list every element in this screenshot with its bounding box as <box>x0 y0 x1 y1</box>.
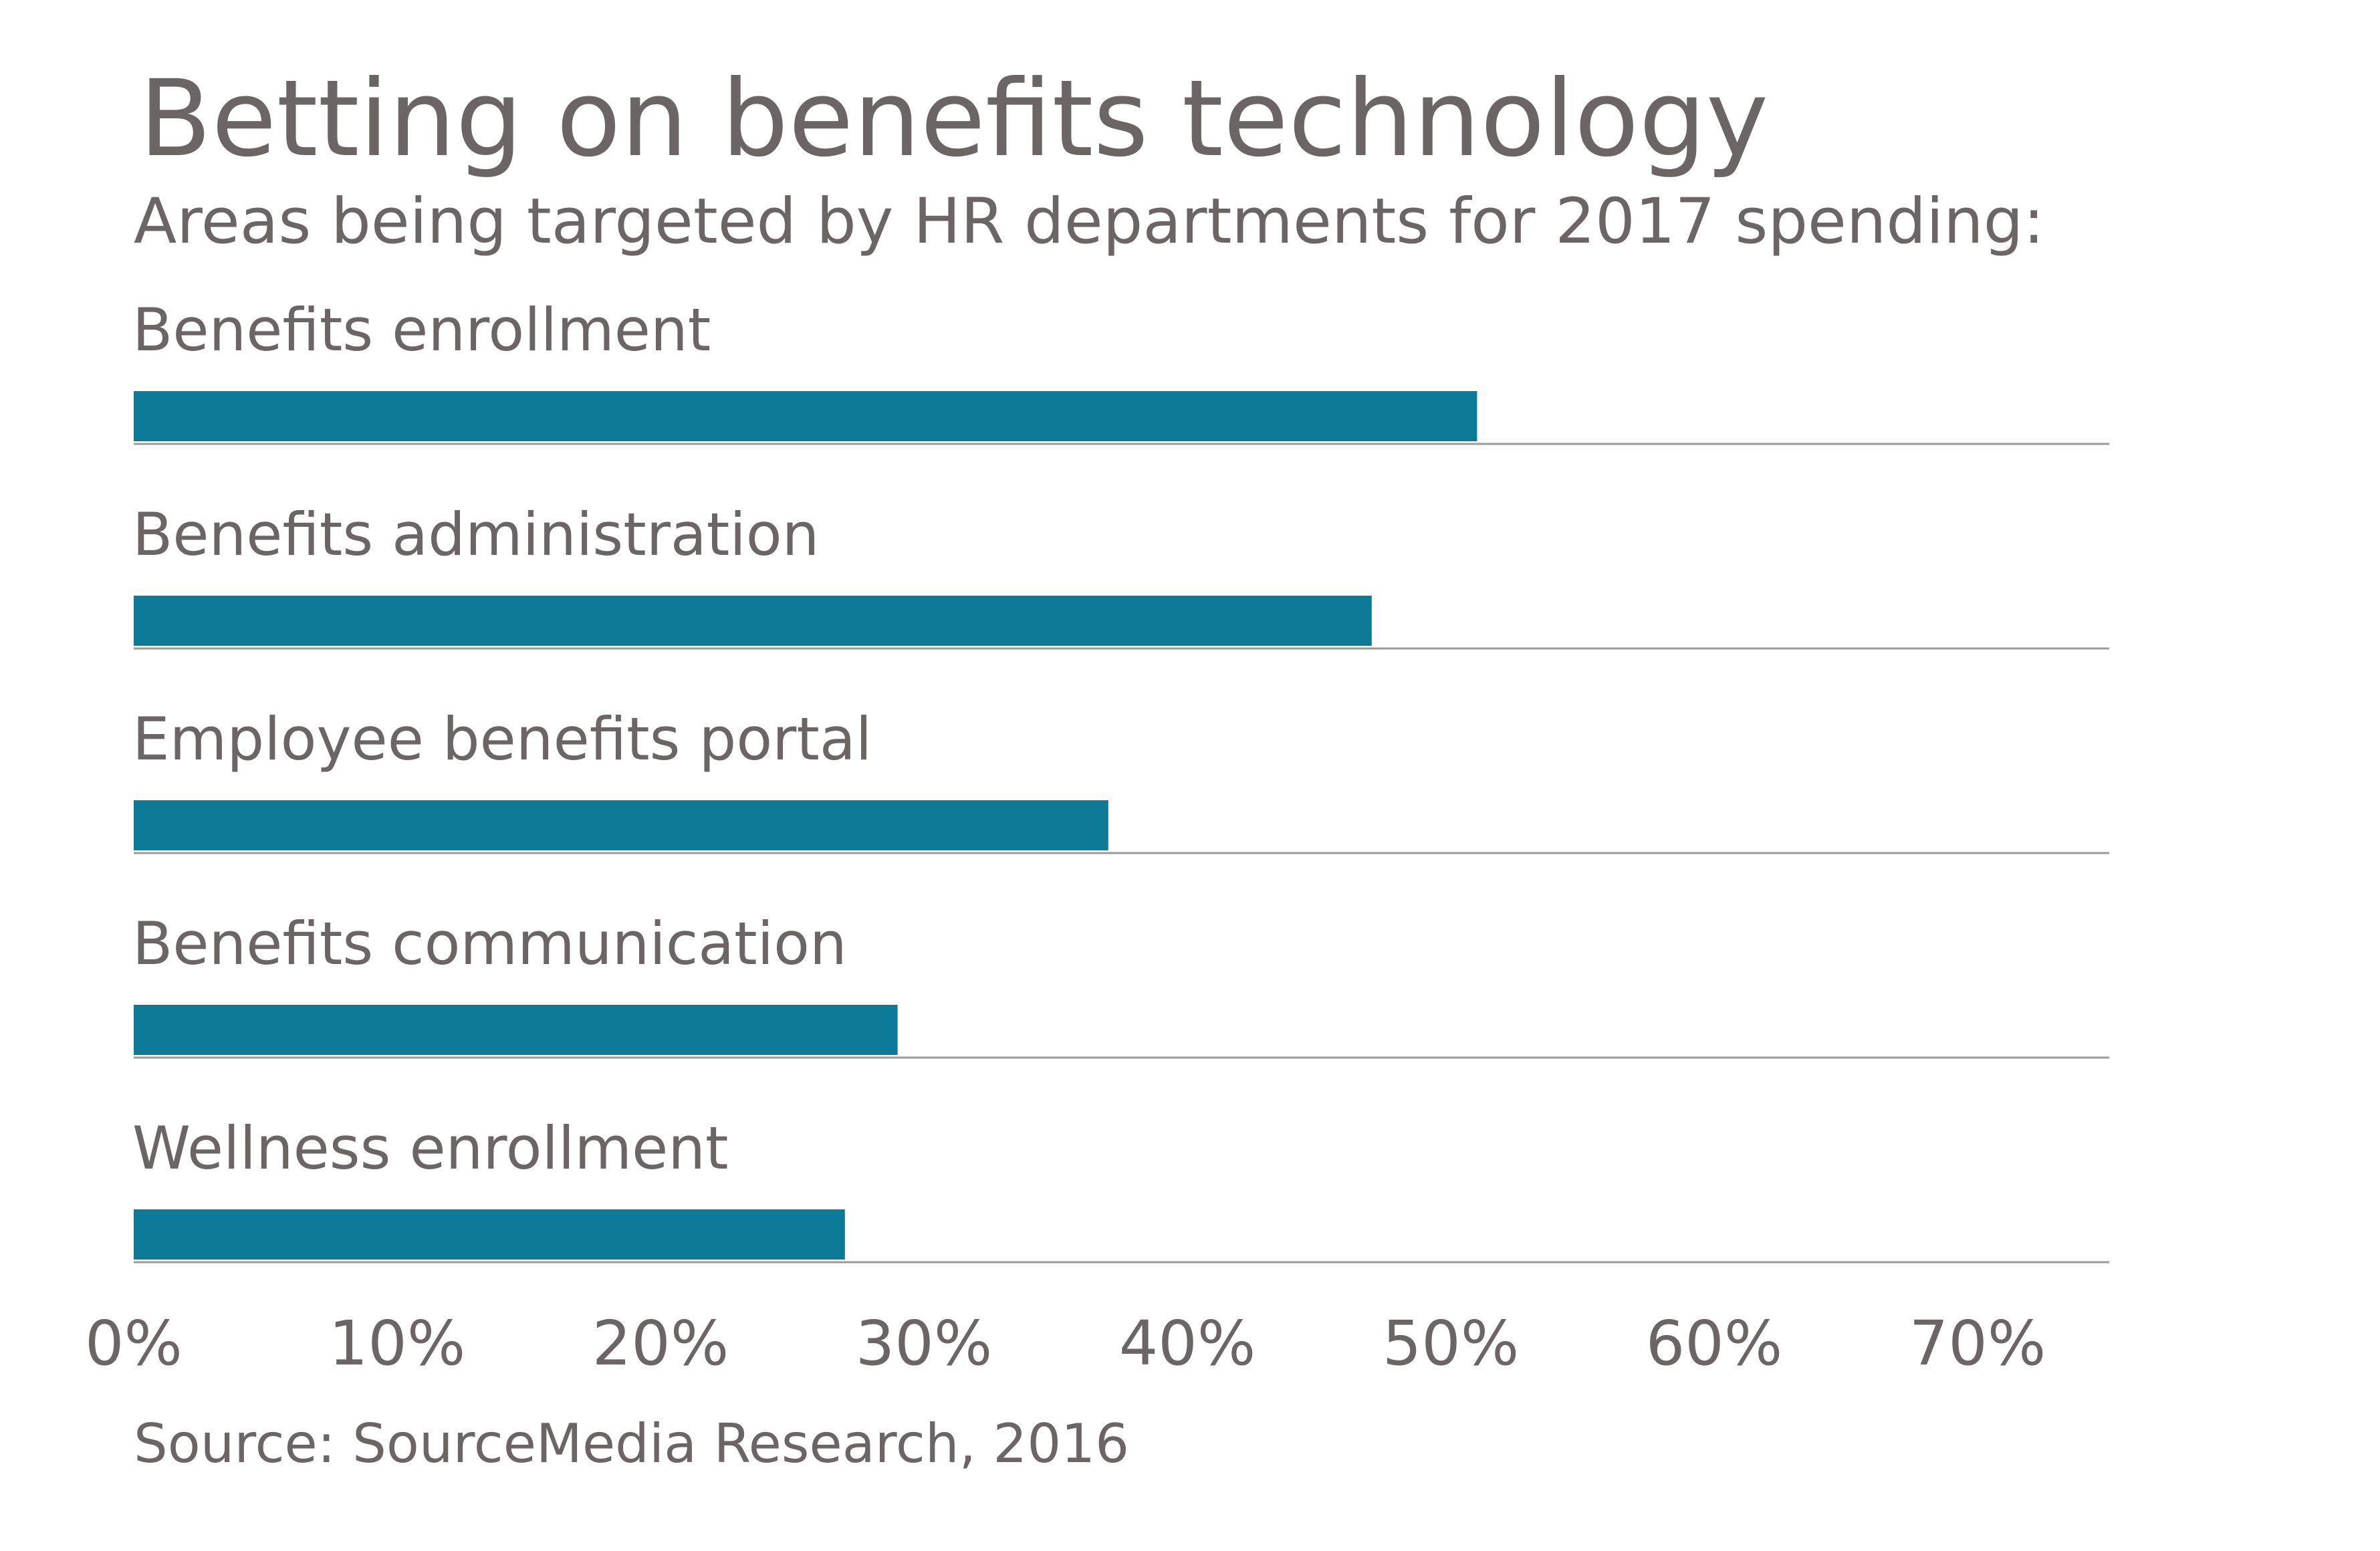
bar-row: Employee benefits portal <box>132 705 2109 854</box>
bar-row: Benefits enrollment <box>132 295 2109 445</box>
bar <box>134 391 1477 441</box>
category-label: Benefits communication <box>132 909 847 978</box>
x-tick-label: 60% <box>1646 1308 1782 1379</box>
x-axis-ticks: 0% 10% 20% 30% 40% 50% 60% 70% <box>85 1308 2046 1379</box>
bar <box>134 596 1372 646</box>
category-label: Benefits enrollment <box>132 295 711 364</box>
x-tick-label: 70% <box>1909 1308 2046 1379</box>
category-label: Employee benefits portal <box>132 705 872 773</box>
x-tick-label: 50% <box>1383 1308 1519 1379</box>
x-tick-label: 40% <box>1119 1308 1256 1379</box>
x-tick-label: 20% <box>592 1308 729 1379</box>
category-label: Benefits administration <box>132 500 819 569</box>
bar <box>134 800 1108 850</box>
bar-row: Benefits communication <box>132 909 2109 1059</box>
x-tick-label: 10% <box>329 1308 465 1379</box>
bar-row: Wellness enrollment <box>132 1114 2109 1264</box>
chart-title: Betting on benefits technology <box>139 57 1768 181</box>
bar-row: Benefits administration <box>132 500 2109 650</box>
bar <box>134 1005 898 1055</box>
x-tick-label: 30% <box>856 1308 992 1379</box>
x-tick-label: 0% <box>85 1308 183 1379</box>
bar-rows: Benefits enrollment Benefits administrati… <box>132 295 2109 1264</box>
chart-subtitle: Areas being targeted by HR departments f… <box>134 185 2044 258</box>
bar <box>134 1209 845 1260</box>
category-label: Wellness enrollment <box>132 1114 729 1183</box>
source-note: Source: SourceMedia Research, 2016 <box>134 1413 1129 1475</box>
